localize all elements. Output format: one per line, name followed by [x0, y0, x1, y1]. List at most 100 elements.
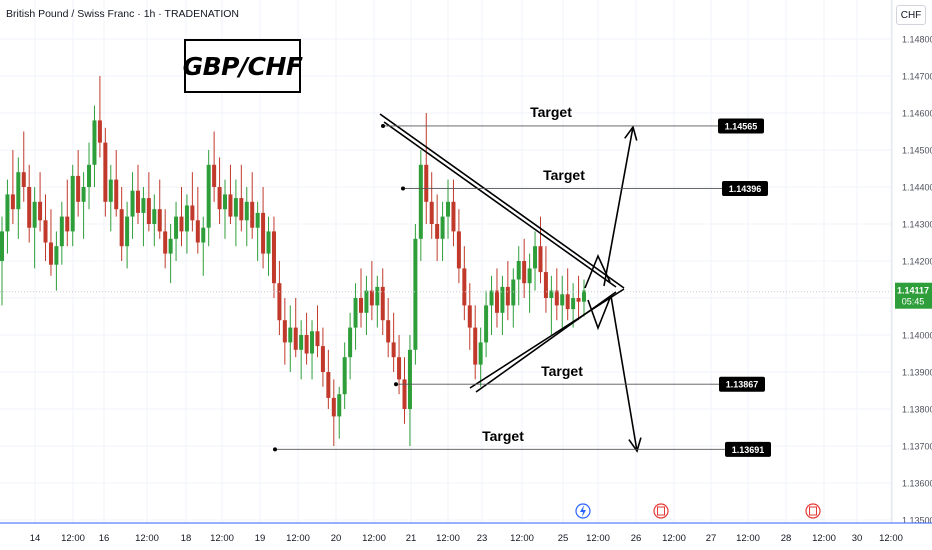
target-price-tag — [718, 118, 764, 134]
candle-body — [337, 394, 342, 417]
candle-body — [315, 331, 320, 347]
candle-body — [293, 327, 298, 350]
candle-body — [271, 231, 276, 284]
candle-body — [549, 290, 554, 298]
candle-body — [195, 220, 200, 243]
target-label: Target — [541, 363, 583, 379]
time-tick-label: 23 — [477, 533, 488, 544]
target-dot — [381, 123, 385, 128]
candle-body — [456, 231, 461, 269]
target-price-tag — [725, 441, 771, 457]
candle-body — [500, 286, 505, 313]
target-dot — [273, 447, 277, 452]
candle-body — [141, 198, 146, 213]
price-axis[interactable]: 1.14800 1.14700 1.14600 1.14500 1.14400 1.143… — [891, 0, 932, 550]
time-axis[interactable]: 14 12:00 16 12:00 18 12:00 19 12:00 20 12:00 21 12:… — [0, 503, 932, 550]
candle-body — [266, 231, 271, 254]
price-tick-label: 1.14300 — [902, 220, 932, 230]
time-tick-label: 30 — [852, 533, 863, 544]
candle-body — [331, 397, 336, 417]
candle-body — [146, 198, 151, 224]
time-tick-label: 12:00 — [286, 533, 310, 544]
candle-body — [462, 268, 467, 306]
candle-body — [114, 179, 119, 210]
target-dot — [401, 186, 405, 191]
target-price-text: 1.14565 — [725, 121, 758, 131]
candle-body — [543, 272, 548, 298]
time-tick-label: 27 — [706, 533, 717, 544]
event-icon[interactable] — [653, 503, 669, 519]
time-tick-label: 12:00 — [662, 533, 686, 544]
arrow-down — [610, 295, 638, 452]
candle-body — [288, 327, 293, 343]
zigzag-down — [587, 297, 611, 331]
drawing-layer: Target 1.14565 Target 1.14396 Target 1.13867 T… — [0, 104, 892, 457]
price-tick-label: 1.14700 — [902, 72, 932, 82]
candle-body — [516, 261, 521, 280]
candle-body — [440, 216, 445, 239]
candle-body — [397, 357, 402, 380]
candle-body — [21, 172, 26, 187]
price-tick-label: 1.13800 — [902, 405, 932, 415]
candle-body — [565, 294, 570, 310]
price-tick-label: 1.14800 — [902, 35, 932, 45]
candle-body — [157, 209, 162, 232]
candle-body — [152, 209, 157, 224]
price-tick-label: 1.13700 — [902, 442, 932, 452]
candle-body — [239, 198, 244, 221]
time-tick-label: 12:00 — [436, 533, 460, 544]
time-tick-label: 12:00 — [736, 533, 760, 544]
candle-body — [576, 298, 581, 302]
candle-body — [130, 190, 135, 217]
event-icon[interactable] — [805, 503, 821, 519]
candle-body — [81, 187, 86, 202]
candle-body — [206, 164, 211, 228]
price-tick-label: 1.13900 — [902, 368, 932, 378]
triangle-upper-outer — [379, 113, 625, 289]
candle-body — [108, 179, 113, 202]
price-tick-label: 1.14200 — [902, 257, 932, 267]
candle-body — [473, 327, 478, 365]
candle-body — [424, 164, 429, 202]
candle-body — [255, 212, 260, 228]
time-tick-label: 12:00 — [61, 533, 85, 544]
candle-body — [380, 286, 385, 321]
candle-body — [375, 286, 380, 306]
time-tick-label: 14 — [30, 533, 41, 544]
last-price-value: 1.14117 — [897, 286, 929, 296]
lightning-icon[interactable] — [575, 503, 591, 519]
price-axis-bg — [892, 0, 932, 550]
last-price-countdown: 05:45 — [902, 297, 925, 307]
time-tick-label: 19 — [255, 533, 266, 544]
candle-body — [451, 201, 456, 232]
target-price-text: 1.14396 — [729, 184, 762, 194]
target-price-tag — [722, 180, 768, 196]
candle-body — [92, 120, 97, 165]
candle-body — [48, 242, 53, 265]
candle-body — [304, 335, 309, 354]
time-tick-label: 25 — [558, 533, 569, 544]
time-tick-label: 28 — [781, 533, 792, 544]
candle-body — [418, 164, 423, 239]
price-tick-label: 1.14000 — [902, 331, 932, 341]
candle-body — [43, 220, 48, 243]
time-tick-label: 12:00 — [362, 533, 386, 544]
time-tick-label: 21 — [406, 533, 417, 544]
candle-body — [560, 294, 565, 306]
candle-body — [364, 290, 369, 313]
candle-body — [10, 194, 15, 210]
pair-badge: GBP/CHF — [183, 39, 303, 93]
currency-button[interactable]: CHF — [896, 5, 926, 25]
candle-body — [190, 205, 195, 221]
candle-body — [402, 379, 407, 409]
triangle-pattern — [379, 113, 642, 453]
candle-body — [310, 331, 315, 354]
candle-body — [261, 212, 266, 254]
candle-body — [533, 246, 538, 269]
time-tick-label: 12:00 — [210, 533, 234, 544]
event-circle — [805, 503, 821, 519]
target-label: Target — [543, 167, 585, 183]
